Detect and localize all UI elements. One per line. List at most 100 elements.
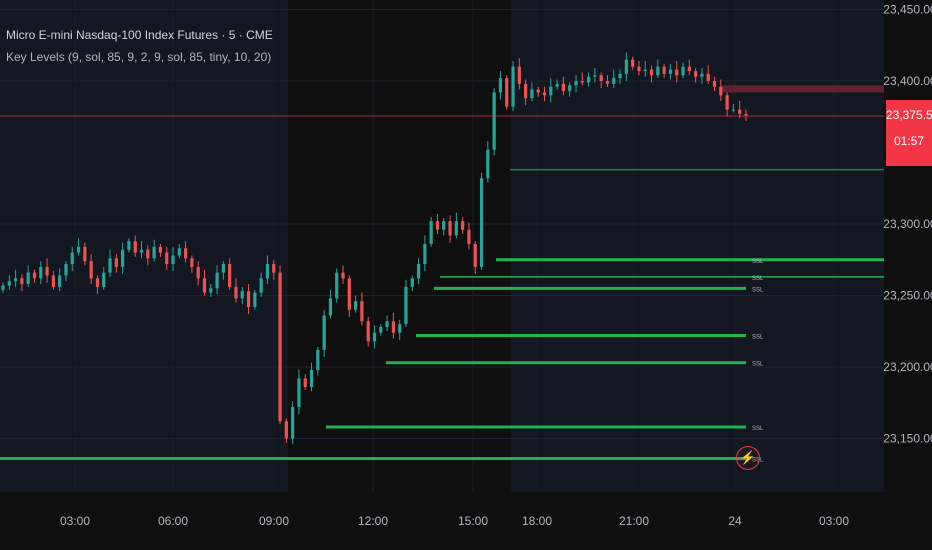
candle-body — [681, 66, 685, 76]
candle-body — [139, 249, 144, 253]
candle-body — [542, 92, 547, 96]
candle-body — [297, 378, 301, 408]
symbol-title[interactable]: Micro E-mini Nasdaq-100 Index Futures · … — [6, 28, 273, 42]
candle-body — [511, 66, 515, 107]
candle-body — [177, 248, 181, 256]
candle-body — [712, 81, 717, 87]
candle-body — [20, 278, 24, 285]
time-tick-label: 21:00 — [619, 514, 649, 528]
candle-body — [221, 264, 225, 273]
candle-body — [719, 86, 723, 96]
candle-body — [662, 66, 666, 74]
price-axis[interactable]: 23,450.00 23,400.00 23,300.00 23,250.00 23,2… — [883, 3, 932, 446]
candle-body — [51, 275, 55, 287]
candle-body — [114, 258, 118, 267]
candle-body — [624, 59, 628, 74]
bar-countdown: 01:57 — [893, 134, 925, 148]
candle-body — [517, 66, 521, 84]
lightning-bolt-icon[interactable]: ⚡ — [736, 446, 760, 470]
candle-body — [215, 272, 219, 289]
candle-body — [133, 241, 137, 253]
candle-body — [228, 264, 232, 287]
candle-body — [234, 286, 238, 299]
candle-body — [599, 75, 603, 81]
candle-body — [309, 369, 314, 388]
candle-body — [272, 264, 276, 273]
key-level-label: SSL — [752, 276, 764, 282]
candle-body — [410, 278, 414, 287]
candle-body — [643, 69, 647, 71]
time-tick-label: 09:00 — [259, 514, 289, 528]
candle-body — [240, 291, 244, 299]
candle-body — [555, 83, 559, 87]
candle-body — [322, 315, 326, 350]
candle-body — [45, 266, 49, 276]
candle-body — [505, 78, 509, 107]
candle-body — [83, 246, 87, 262]
candle-body — [165, 252, 169, 265]
candle-body — [605, 81, 610, 84]
candle-body — [291, 407, 295, 439]
last-price-value: 23,375.50 — [886, 108, 932, 122]
candle-body — [366, 321, 370, 342]
candle-body — [190, 258, 194, 267]
candle-body — [404, 286, 408, 325]
candle-body — [593, 75, 597, 77]
candle-body — [335, 272, 339, 299]
time-tick-label: 12:00 — [358, 514, 388, 528]
time-tick-label: 03:00 — [819, 514, 849, 528]
price-tick-label: 23,200.00 — [883, 360, 932, 374]
candle-body — [398, 324, 402, 333]
candle-body — [316, 349, 320, 370]
candle-body — [448, 221, 452, 236]
price-tick-label: 23,250.00 — [883, 289, 932, 303]
candle-body — [586, 76, 591, 83]
indicator-title[interactable]: Key Levels (9, sol, 85, 9, 2, 9, sol, 85… — [6, 50, 272, 64]
candle-body — [612, 78, 616, 84]
candle-body — [561, 83, 565, 92]
candle-body — [454, 221, 458, 236]
candle-body — [416, 264, 421, 279]
candle-body — [687, 66, 691, 71]
candle-body — [744, 113, 748, 116]
candle-body — [668, 69, 673, 74]
candle-body — [492, 92, 496, 150]
candle-body — [656, 66, 660, 76]
candle-body — [725, 95, 729, 110]
candle-body — [95, 278, 100, 287]
candle-body — [26, 272, 30, 285]
candle-body — [354, 301, 358, 310]
candle-body — [108, 258, 112, 273]
session-backgrounds — [0, 0, 884, 492]
candle-body — [429, 221, 433, 245]
candle-body — [184, 248, 188, 259]
key-level-label: SSL — [752, 287, 764, 293]
price-tick-label: 23,400.00 — [883, 74, 932, 88]
candle-body — [39, 266, 43, 279]
candle-body — [196, 266, 200, 279]
candle-body — [253, 292, 257, 307]
candle-body — [580, 81, 584, 83]
time-tick-label: 03:00 — [60, 514, 90, 528]
candle-body — [675, 69, 679, 76]
candle-body — [102, 272, 106, 287]
session-bg — [511, 0, 884, 492]
candle-body — [209, 288, 213, 293]
candle-body — [372, 332, 377, 342]
time-tick-label: 18:00 — [522, 514, 552, 528]
candle-body — [524, 83, 528, 99]
candle-body — [486, 149, 490, 179]
candle-body — [574, 81, 578, 86]
grid-lines — [0, 0, 884, 492]
resistance-zone — [722, 85, 884, 93]
session-bg — [0, 0, 288, 492]
candle-body — [284, 421, 288, 439]
candle-body — [259, 278, 263, 293]
time-axis[interactable]: 03:00 06:00 09:00 12:00 15:00 18:00 21:00 24 03:… — [60, 514, 849, 528]
time-tick-label: 15:00 — [458, 514, 488, 528]
candle-body — [127, 241, 131, 250]
candle-body — [341, 272, 345, 279]
candle-body — [76, 246, 81, 253]
